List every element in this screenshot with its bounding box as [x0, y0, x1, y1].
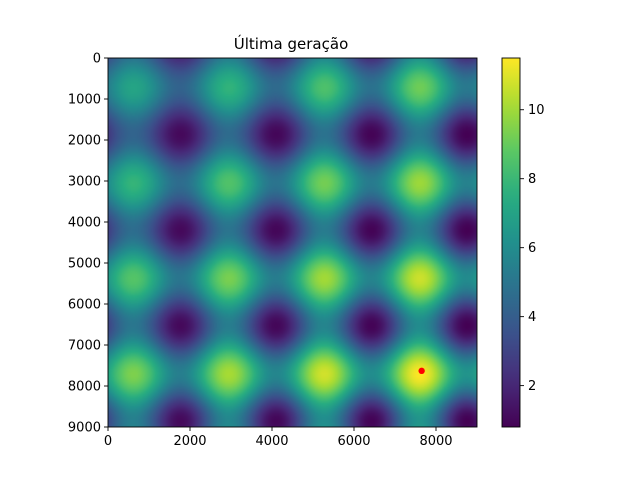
- x-tick-label: 2000: [173, 434, 206, 449]
- y-tick-label: 5000: [68, 257, 101, 272]
- plot-frame: [107, 57, 478, 428]
- scatter-point: [418, 367, 425, 375]
- x-tick-label: 6000: [337, 434, 370, 449]
- colorbar-tick-label: 4: [528, 310, 536, 325]
- y-tick-label: 4000: [68, 216, 101, 231]
- marker-layer: [418, 367, 425, 375]
- y-tick-label: 0: [93, 52, 101, 67]
- heatmap-area: [108, 58, 477, 427]
- colorbar-tick-label: 2: [528, 379, 536, 394]
- y-tick-label: 3000: [68, 175, 101, 190]
- colorbar-gradient: [501, 57, 521, 428]
- axes: 0 2000 4000 6000 8000 0 1000 2000 3000 4000 5000 60…: [68, 52, 478, 449]
- chart-title: Última geração: [234, 34, 349, 53]
- y-tick-label: 8000: [68, 380, 101, 395]
- heatmap-image: [108, 58, 477, 427]
- y-tick-label: 6000: [68, 298, 101, 313]
- y-tick-label: 1000: [68, 93, 101, 108]
- colorbar-tick-label: 6: [528, 241, 536, 256]
- x-tick-label: 4000: [255, 434, 288, 449]
- y-tick-label: 7000: [68, 339, 101, 354]
- x-tick-label: 0: [104, 434, 112, 449]
- y-tick-label: 2000: [68, 134, 101, 149]
- colorbar-tick-label: 10: [528, 103, 545, 118]
- colorbar-tick-label: 8: [528, 172, 536, 187]
- x-tick-label: 8000: [419, 434, 452, 449]
- colorbar: 2 4 6 8 10: [501, 57, 545, 428]
- y-tick-label: 9000: [68, 421, 101, 436]
